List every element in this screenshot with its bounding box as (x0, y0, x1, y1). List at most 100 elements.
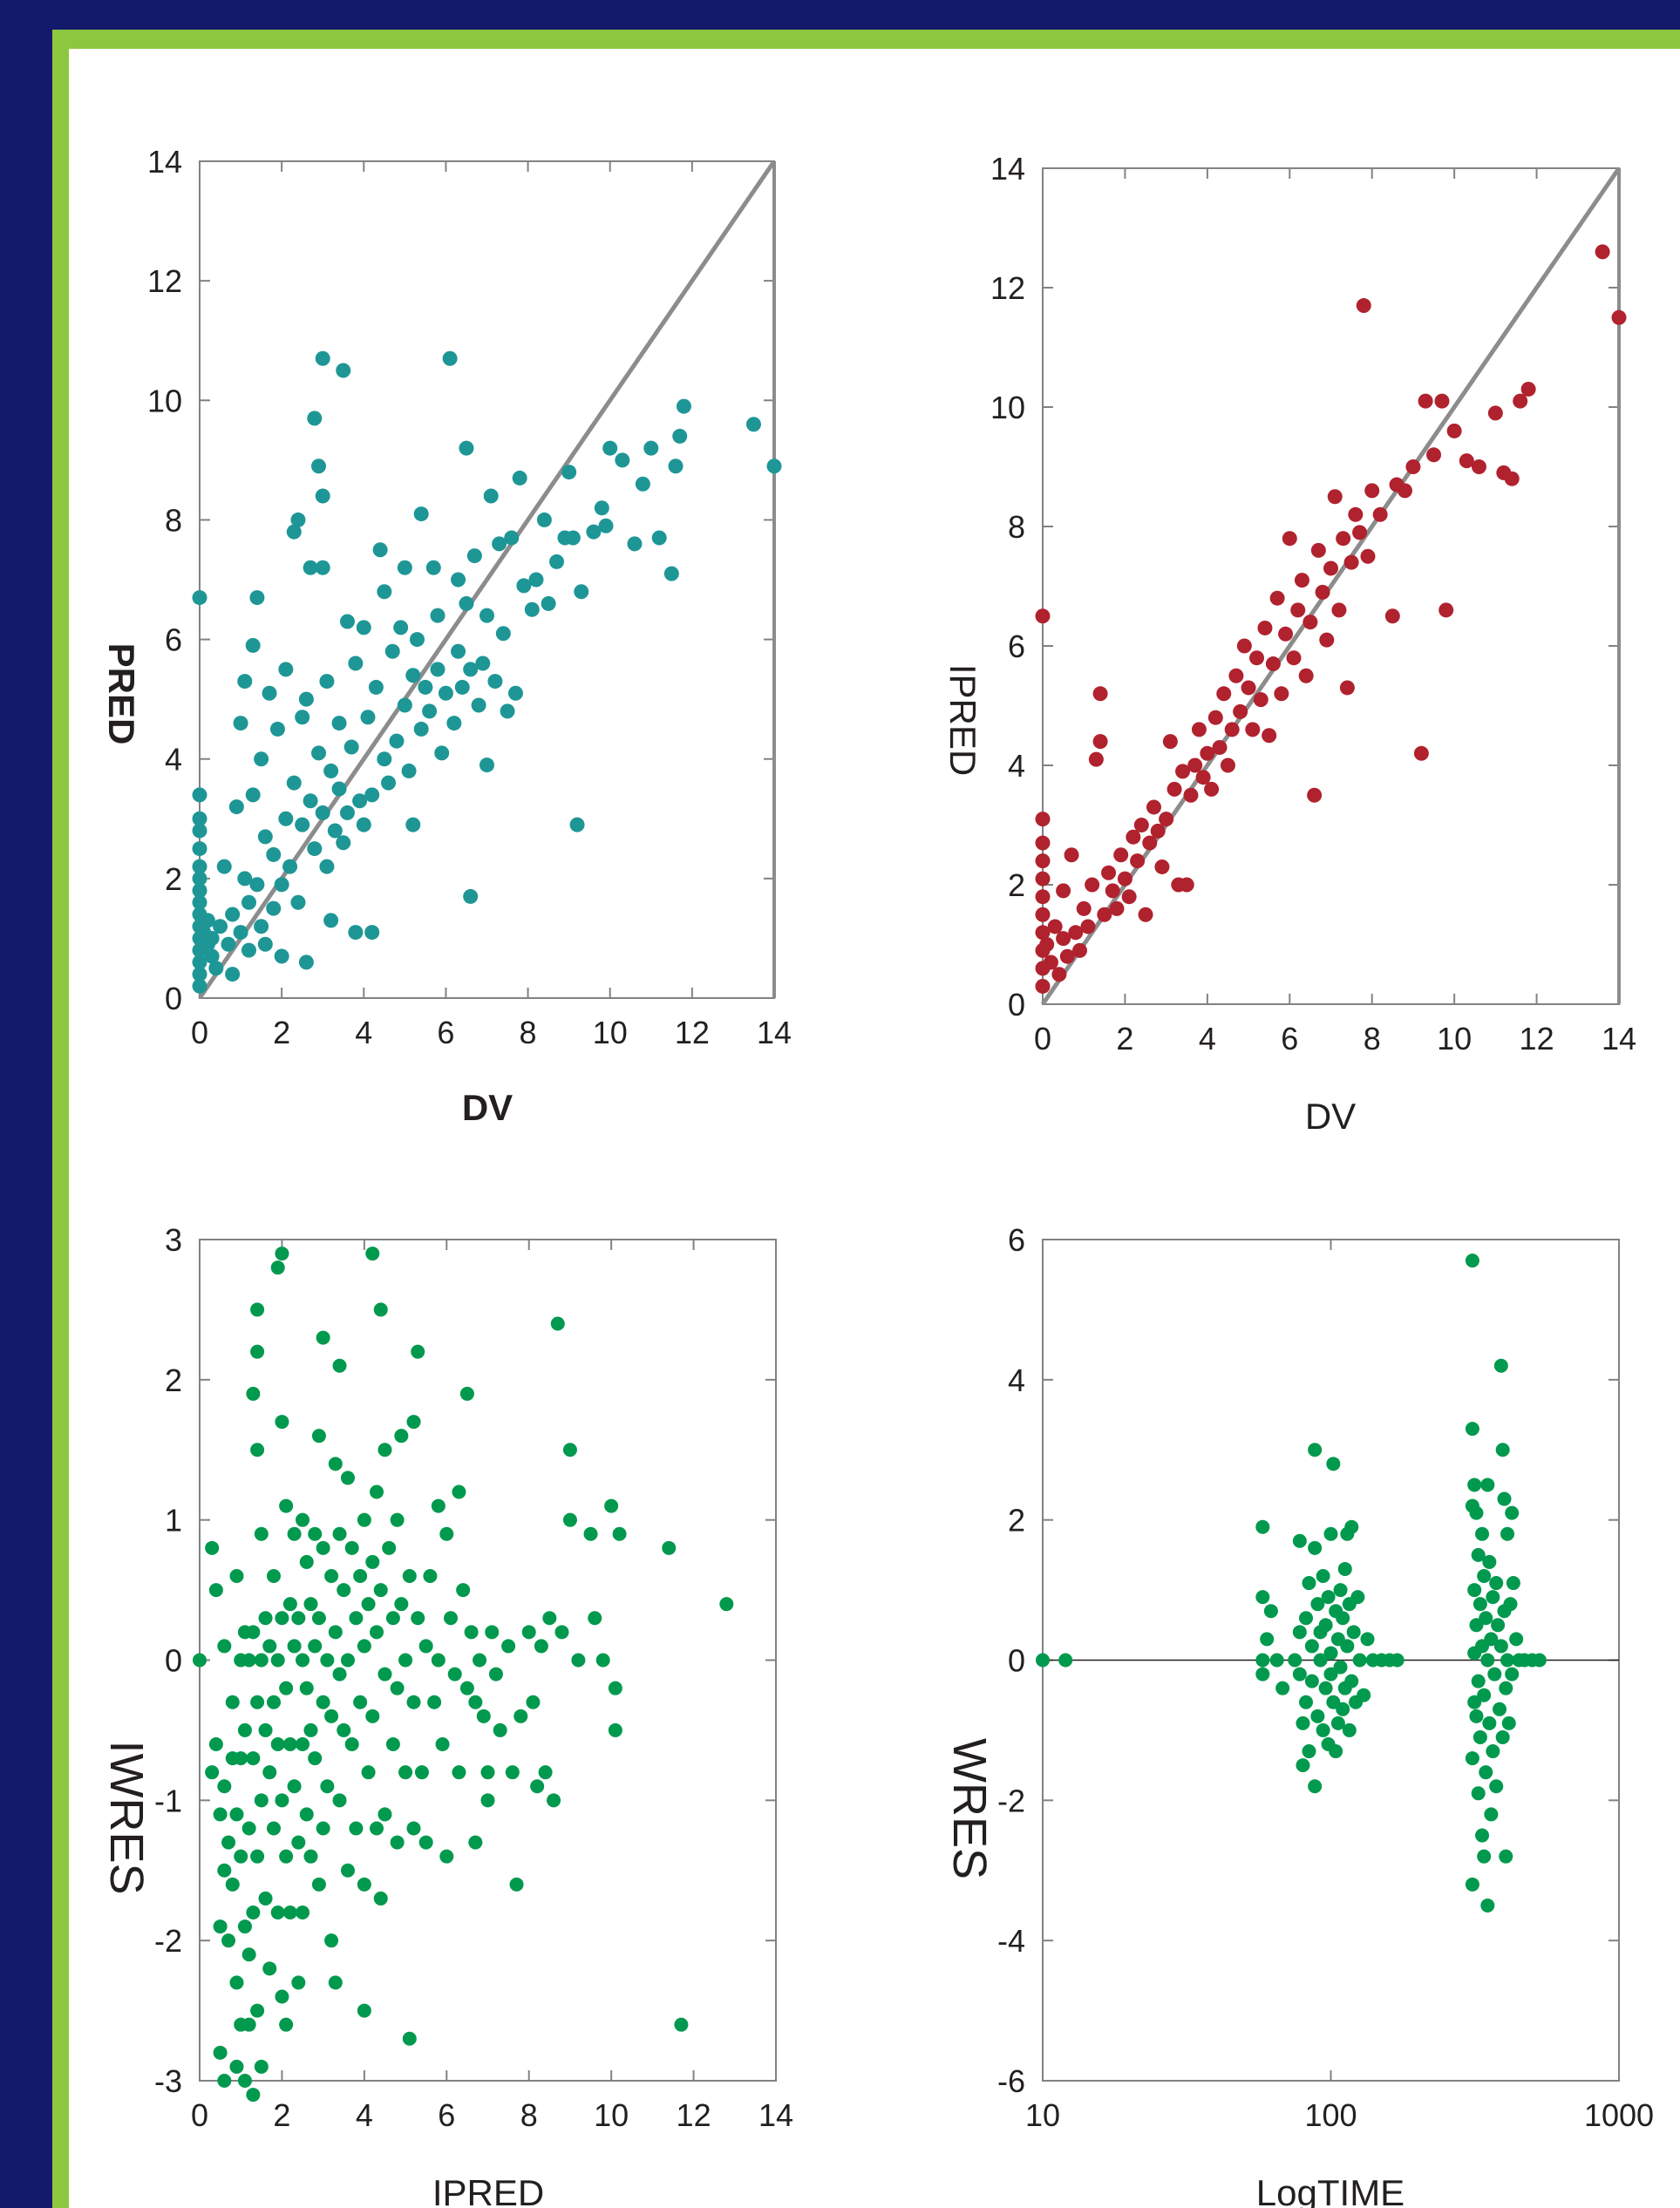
data-point (377, 1667, 392, 1681)
data-point (262, 1765, 277, 1780)
data-point (365, 1709, 380, 1723)
data-point (719, 1597, 734, 1612)
data-point (270, 1653, 285, 1668)
data-point (1469, 1505, 1484, 1520)
data-point (360, 710, 376, 725)
data-point (1224, 722, 1240, 737)
data-point (385, 1737, 400, 1751)
data-point (1315, 584, 1330, 600)
data-point (1200, 745, 1215, 761)
data-point (254, 1526, 269, 1541)
data-point (431, 1498, 446, 1513)
data-point (1191, 722, 1207, 737)
data-point (1269, 590, 1285, 606)
data-point (514, 1709, 528, 1723)
data-point (275, 1793, 289, 1808)
data-point (279, 1498, 294, 1513)
data-point (332, 1667, 347, 1681)
data-point (1138, 907, 1153, 922)
data-point (1350, 1590, 1365, 1605)
data-point (1327, 489, 1343, 505)
data-point (1336, 1702, 1350, 1716)
data-point (1397, 483, 1412, 499)
data-point (418, 1835, 433, 1850)
data-point (427, 1695, 442, 1709)
data-point (1255, 1653, 1270, 1668)
data-point (1204, 781, 1220, 797)
data-point (1308, 1443, 1323, 1457)
data-point (237, 1919, 252, 1934)
data-point (299, 1554, 314, 1569)
data-point (192, 978, 207, 994)
data-point (534, 1639, 548, 1654)
data-point (246, 1625, 261, 1640)
data-point (1467, 1478, 1482, 1492)
data-point (344, 1737, 359, 1751)
data-point (1245, 722, 1261, 737)
data-point (1336, 1611, 1350, 1626)
x-tick-label: 6 (438, 2097, 455, 2133)
data-point (451, 572, 466, 588)
data-point (370, 1484, 384, 1499)
data-point (336, 835, 351, 851)
data-point (279, 2017, 294, 2032)
data-point (225, 907, 241, 922)
data-point (668, 459, 684, 474)
data-point (324, 1569, 339, 1583)
data-point (612, 1526, 627, 1541)
data-point (1047, 919, 1063, 934)
data-point (512, 470, 527, 486)
data-point (286, 524, 302, 540)
data-point (275, 1989, 289, 2004)
data-point (530, 1779, 545, 1794)
data-point (1503, 1597, 1518, 1612)
data-point (1340, 1639, 1355, 1654)
data-point (1121, 889, 1137, 905)
data-point (246, 1751, 261, 1766)
data-point (286, 775, 302, 791)
data-point (1495, 1729, 1510, 1744)
data-point (464, 1625, 479, 1640)
data-point (406, 1821, 421, 1836)
data-point (1501, 1715, 1516, 1730)
data-point (216, 859, 232, 874)
data-point (257, 936, 273, 952)
identity-line (197, 160, 777, 1000)
data-point (368, 679, 384, 695)
data-point (1465, 1877, 1479, 1892)
data-point (488, 1667, 503, 1681)
data-point (393, 620, 409, 635)
data-point (266, 900, 282, 916)
data-point (193, 1653, 207, 1668)
data-point (1489, 1779, 1504, 1794)
data-point (262, 685, 277, 701)
data-point (1405, 459, 1421, 474)
y-axis-label: PRED (101, 643, 142, 745)
data-point (1058, 1653, 1073, 1668)
y-tick-label: 4 (1008, 748, 1025, 784)
data-point (413, 506, 429, 522)
data-point (307, 411, 323, 426)
data-point (1471, 1786, 1486, 1801)
data-point (1257, 620, 1273, 635)
data-point (254, 1653, 269, 1668)
data-point (504, 530, 520, 546)
data-point (298, 691, 314, 707)
data-point (361, 1597, 376, 1612)
data-point (192, 883, 207, 899)
data-point (270, 1906, 285, 1919)
y-tick-label: 8 (1008, 509, 1025, 545)
data-point (328, 1625, 343, 1640)
data-point (353, 1569, 368, 1583)
data-point (483, 488, 499, 504)
data-point (328, 1975, 343, 1990)
data-point (1318, 1618, 1333, 1633)
data-point (337, 1583, 351, 1598)
data-point (1097, 907, 1112, 922)
data-point (1296, 1715, 1310, 1730)
data-point (246, 1386, 261, 1401)
data-point (229, 2059, 244, 2074)
data-point (1117, 871, 1132, 887)
data-point (1290, 602, 1306, 618)
data-point (1329, 1744, 1343, 1759)
